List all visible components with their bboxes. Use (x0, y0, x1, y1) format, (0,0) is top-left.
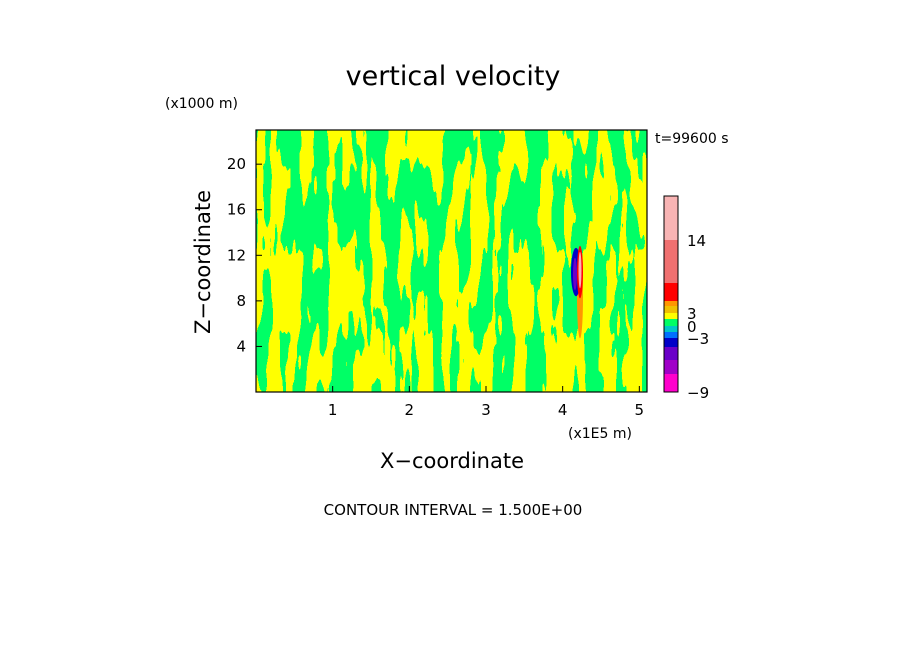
chart-title: vertical velocity (346, 61, 561, 92)
colorbar-tick-label: 3 (687, 305, 697, 323)
colorbar-segment (664, 360, 678, 374)
field-pattern (256, 130, 647, 392)
colorbar: −9 −303 14 (663, 195, 709, 402)
colorbar-segment (664, 240, 678, 283)
heatmap-field (256, 130, 647, 392)
x-tick-label: 1 (328, 401, 338, 419)
colorbar-segment (664, 301, 678, 306)
y-tick-label: 12 (227, 246, 246, 264)
colorbar-tick-label: 0 (687, 318, 697, 336)
y-tick-label: 4 (236, 337, 246, 355)
colorbar-segment (664, 313, 678, 319)
colorbar-segment (664, 347, 678, 360)
core-downdraft-inner (573, 257, 577, 291)
x-tick-label: 2 (405, 401, 415, 419)
x-tick-label: 3 (481, 401, 491, 419)
contour-interval-note: CONTOUR INTERVAL = 1.500E+00 (324, 501, 583, 519)
y-tick-label: 20 (227, 155, 246, 173)
colorbar-tick-label: −9 (687, 384, 709, 402)
x-scale-label: (x1E5 m) (568, 426, 632, 442)
x-tick-label: 5 (635, 401, 645, 419)
updraft-core (571, 245, 583, 339)
x-axis-ticks: 1 2 3 4 5 (328, 386, 644, 419)
colorbar-segment (664, 326, 678, 332)
colorbar-segment (664, 332, 678, 338)
colorbar-frame (663, 195, 679, 393)
time-label: t=99600 s (655, 131, 729, 147)
plot-frame (255, 129, 648, 393)
colorbar-segment (664, 283, 678, 301)
y-axis-ticks: 4 8 12 16 20 (227, 155, 262, 355)
colorbar-tick-label: 14 (687, 232, 706, 250)
y-tick-label: 16 (227, 201, 246, 219)
y-tick-label: 8 (236, 292, 246, 310)
core-updraft-inner (578, 251, 582, 289)
y-axis-label: Z−coordinate (191, 190, 215, 334)
colorbar-segment (664, 319, 678, 326)
colorbar-segment (664, 306, 678, 313)
colorbar-segment (664, 374, 678, 392)
x-axis-label: X−coordinate (380, 449, 524, 473)
colorbar-segment (664, 196, 678, 240)
y-scale-label: (x1000 m) (165, 96, 238, 112)
x-tick-label: 4 (558, 401, 568, 419)
colorbar-segment (664, 338, 678, 347)
colorbar-tick-label: −3 (687, 330, 709, 348)
